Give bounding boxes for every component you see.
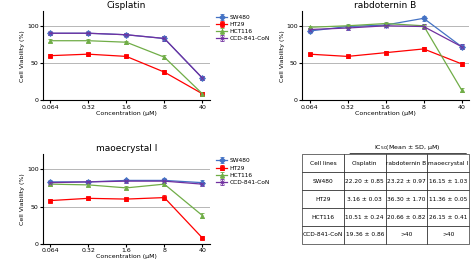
Legend: SW480, HT29, HCT116, CCD-841-CoN: SW480, HT29, HCT116, CCD-841-CoN <box>215 14 271 43</box>
Title: rabdoternin B: rabdoternin B <box>355 1 417 10</box>
X-axis label: Concentration (μM): Concentration (μM) <box>355 111 416 116</box>
X-axis label: Concentration (μM): Concentration (μM) <box>96 254 157 259</box>
Y-axis label: Cell Viability (%): Cell Viability (%) <box>20 30 26 82</box>
Y-axis label: Cell Viability (%): Cell Viability (%) <box>20 173 26 225</box>
Y-axis label: Cell Viability (%): Cell Viability (%) <box>280 30 285 82</box>
Title: maoecrystal I: maoecrystal I <box>96 144 157 153</box>
Text: IC$_{50}$(Mean ± SD, μM): IC$_{50}$(Mean ± SD, μM) <box>374 143 441 151</box>
Legend: SW480, HT29, HCT116, CCD-841-CoN: SW480, HT29, HCT116, CCD-841-CoN <box>215 157 271 186</box>
X-axis label: Concentration (μM): Concentration (μM) <box>96 111 157 116</box>
Title: Cisplatin: Cisplatin <box>107 1 146 10</box>
